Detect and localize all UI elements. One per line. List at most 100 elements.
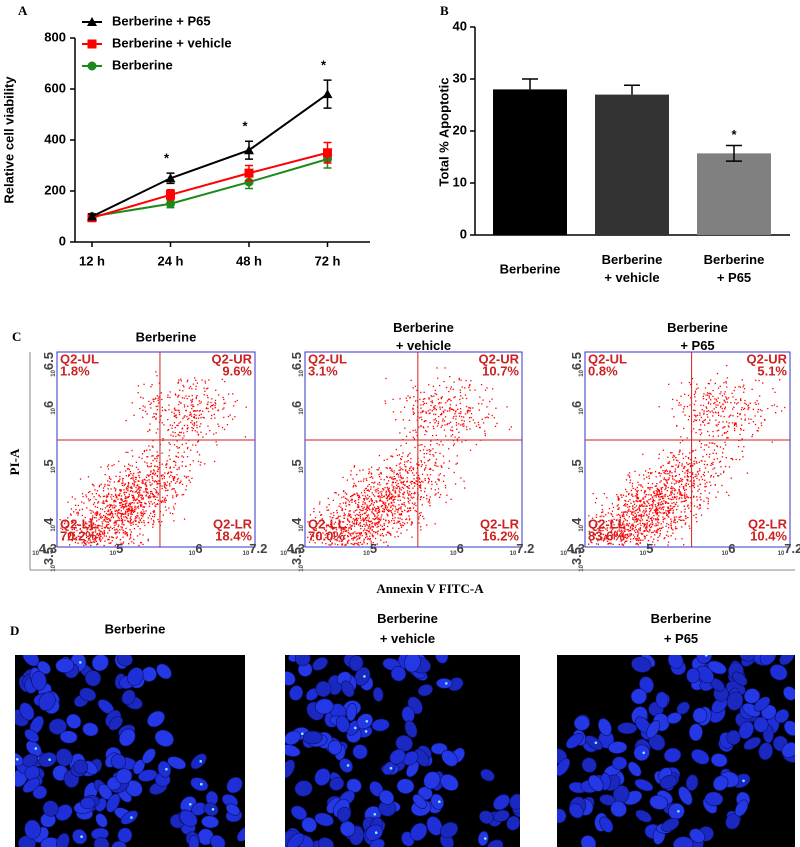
- dot: [131, 513, 133, 515]
- dot: [752, 421, 755, 423]
- dot: [691, 490, 693, 493]
- nucleus: [633, 744, 650, 762]
- dot: [643, 502, 645, 504]
- dot: [438, 402, 441, 404]
- dot: [140, 512, 142, 514]
- dot: [626, 540, 628, 542]
- dot: [341, 509, 343, 511]
- dot: [469, 420, 471, 423]
- dot: [112, 495, 115, 498]
- dot: [686, 505, 689, 507]
- dot: [655, 524, 658, 527]
- dot: [454, 396, 456, 398]
- dot: [375, 510, 377, 512]
- dot: [135, 478, 137, 480]
- dot: [632, 538, 635, 540]
- dot: [106, 521, 108, 523]
- dot: [182, 384, 184, 387]
- dot: [364, 502, 366, 504]
- dot: [414, 385, 417, 387]
- dot: [659, 535, 661, 537]
- dot: [95, 537, 97, 540]
- dot: [156, 491, 158, 494]
- dot: [693, 460, 695, 462]
- dot: [137, 505, 139, 507]
- dot: [433, 428, 435, 430]
- dot: [96, 490, 99, 492]
- dot: [638, 507, 640, 509]
- dot: [405, 442, 407, 444]
- dot: [353, 482, 355, 485]
- dot: [149, 481, 151, 483]
- dot: [660, 480, 662, 482]
- dot: [640, 514, 643, 516]
- dot: [449, 404, 452, 406]
- dot: [674, 468, 677, 470]
- dot: [83, 502, 85, 504]
- dot: [350, 543, 352, 545]
- dot: [105, 518, 107, 520]
- dot: [139, 501, 141, 503]
- dot: [129, 506, 131, 508]
- series-line: [91, 151, 328, 219]
- dot: [640, 524, 642, 526]
- nucleus: [22, 753, 38, 768]
- dot: [453, 409, 455, 411]
- dot: [361, 505, 363, 508]
- dot: [337, 515, 340, 517]
- dot: [686, 405, 689, 408]
- dot: [130, 477, 132, 480]
- dot: [645, 510, 647, 513]
- dot: [383, 511, 385, 513]
- dot: [319, 501, 321, 503]
- dot: [626, 529, 628, 531]
- dot: [443, 420, 446, 422]
- dot: [445, 435, 447, 437]
- dot: [333, 528, 335, 530]
- dot: [452, 388, 454, 390]
- dot: [713, 402, 715, 405]
- dot: [424, 445, 426, 448]
- dot: [671, 502, 673, 504]
- dot: [438, 444, 440, 446]
- dot: [369, 524, 371, 526]
- dot: [126, 517, 128, 520]
- dot: [412, 467, 414, 469]
- dot: [385, 493, 387, 495]
- dot: [119, 471, 121, 473]
- dot: [152, 526, 154, 528]
- dot: [675, 464, 677, 466]
- dot: [661, 492, 663, 495]
- dot: [650, 508, 652, 510]
- dot: [428, 449, 430, 451]
- dot: [682, 453, 684, 455]
- dot: [138, 493, 140, 496]
- dot: [111, 528, 113, 530]
- dot: [190, 413, 192, 415]
- dot: [716, 446, 719, 448]
- spot: [211, 808, 215, 811]
- dot: [351, 521, 353, 523]
- dot: [329, 540, 332, 542]
- dot: [390, 505, 392, 507]
- dot: [65, 531, 67, 533]
- dot: [695, 388, 698, 390]
- nucleus: [646, 720, 661, 739]
- dot: [726, 401, 729, 403]
- dot: [440, 397, 443, 400]
- dot: [693, 486, 695, 489]
- dot: [712, 411, 714, 414]
- dot: [716, 445, 718, 447]
- dot: [99, 536, 101, 538]
- dot: [729, 415, 731, 417]
- dot: [438, 474, 440, 476]
- dot: [682, 494, 684, 496]
- dot: [644, 530, 646, 532]
- dot: [364, 518, 366, 520]
- x-tick-label: 24 h: [157, 253, 183, 268]
- dot: [123, 513, 125, 515]
- dot: [356, 521, 358, 523]
- dot: [367, 538, 370, 540]
- dot: [715, 424, 717, 426]
- dot: [717, 475, 719, 477]
